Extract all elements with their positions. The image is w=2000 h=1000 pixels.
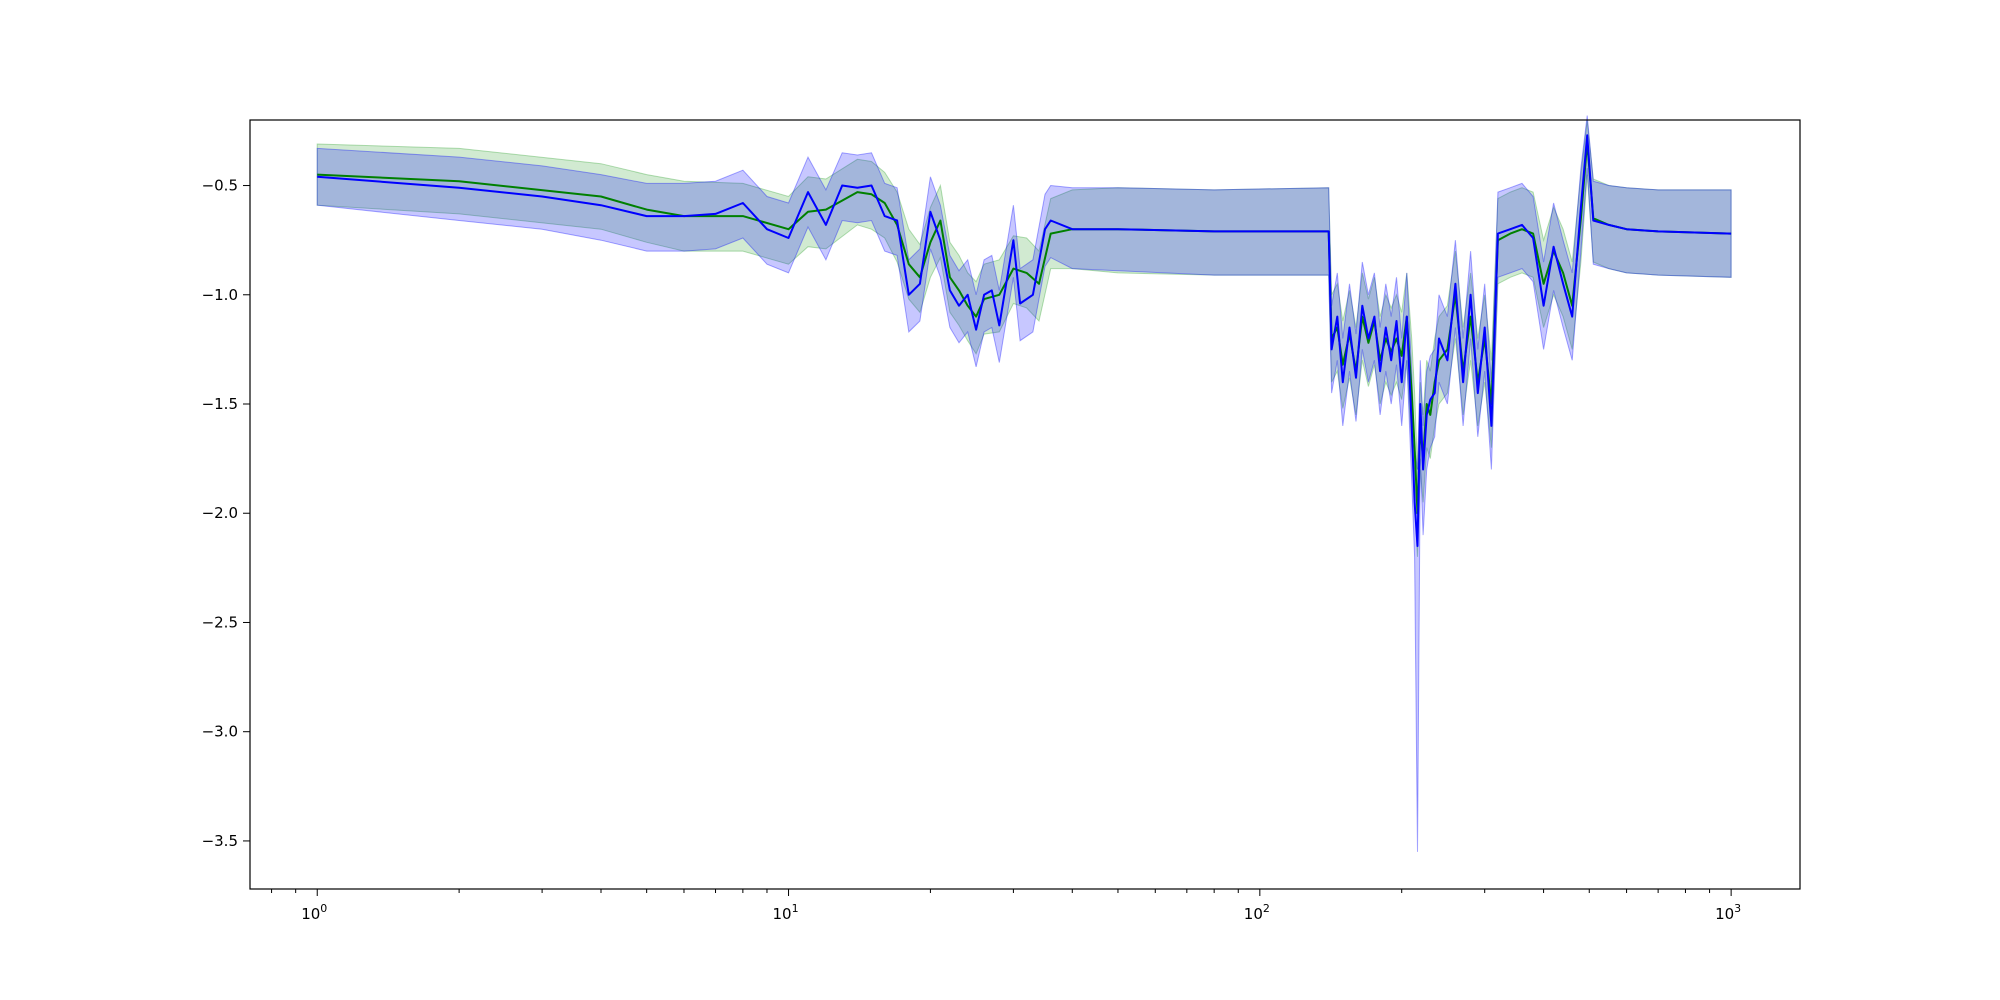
y-tick-label: −0.5 — [202, 177, 238, 195]
y-tick-label: −2.5 — [202, 613, 238, 631]
plot-frame — [249, 119, 1801, 890]
y-axis: −0.5 −1.0 −1.5 −2.0 −2.5 −3.0 −3.5 — [202, 177, 250, 850]
series-2-line — [317, 134, 1732, 547]
y-tick-label: −3.0 — [202, 723, 238, 741]
x-axis: 100 101 102 103 — [271, 889, 1741, 923]
series-1-band — [316, 119, 1732, 557]
y-tick-label: −1.5 — [202, 395, 238, 413]
y-tick-label: −1.0 — [202, 286, 238, 304]
x-tick-label: 100 — [301, 902, 327, 923]
series-1-line — [317, 140, 1732, 515]
x-tick-label: 101 — [772, 902, 798, 923]
x-tick-label: 102 — [1244, 902, 1270, 923]
series-2-band — [316, 115, 1732, 852]
plot-area — [316, 115, 1732, 852]
y-tick-label: −3.5 — [202, 832, 238, 850]
x-tick-label: 103 — [1715, 902, 1741, 923]
y-tick-label: −2.0 — [202, 504, 238, 522]
